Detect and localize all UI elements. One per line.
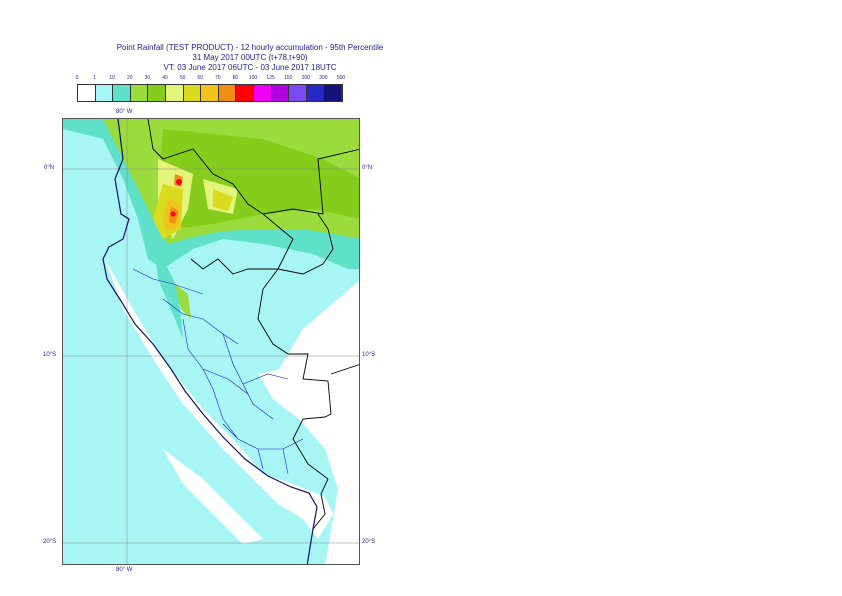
rain-50-60-area-2	[213, 189, 233, 211]
no-rain-offshore-1	[163, 449, 263, 544]
legend-label: 20	[127, 75, 133, 81]
legend-label: 50	[179, 75, 186, 81]
legend-label: 150	[284, 75, 293, 81]
legend-swatch	[165, 85, 184, 101]
rain-10-20-andes	[153, 239, 183, 339]
legend-swatch	[148, 85, 166, 101]
legend-swatch	[201, 85, 219, 101]
rain-80-100-peak	[176, 179, 182, 185]
legend-label: 40	[162, 75, 168, 81]
lat-label-10s-left: 10°S	[43, 352, 57, 358]
legend-swatch	[271, 85, 290, 101]
lon-label-top: 80° W	[116, 109, 133, 115]
legend-label: 100	[248, 75, 258, 81]
legend-labels: 0 1 10 20 30 40 50 60 70 80 100 125 150 200 300 500	[75, 75, 357, 83]
legend-label: 125	[266, 75, 275, 81]
legend-swatch	[324, 85, 342, 101]
legend-swatch	[78, 85, 96, 101]
lat-label-10s-right: 10°S	[362, 352, 376, 358]
lat-label-20s-right: 20°S	[362, 539, 376, 545]
legend-swatch	[113, 85, 131, 101]
legend-swatch	[218, 85, 237, 101]
coastline	[102, 119, 318, 564]
no-rain-coastal-strip	[105, 259, 333, 539]
color-legend	[77, 84, 343, 102]
legend-label: 200	[301, 75, 310, 81]
rainfall-map	[62, 118, 360, 565]
legend-swatch	[306, 85, 325, 101]
map-svg	[63, 119, 359, 564]
legend-label: 0	[75, 75, 79, 81]
country-borders	[147, 119, 359, 530]
legend-swatch	[236, 85, 254, 101]
lat-label-20s-left: 20°S	[43, 539, 57, 545]
lon-label-bottom: 80° W	[116, 567, 133, 573]
legend-swatch	[289, 85, 307, 101]
legend-swatch	[130, 85, 149, 101]
rain-80-100-peak-2	[170, 211, 176, 217]
title-line-3: VT: 03 June 2017 06UTC - 03 June 2017 18…	[163, 63, 337, 72]
legend-label: 500	[336, 75, 346, 81]
legend-swatch	[95, 85, 114, 101]
legend-swatch	[253, 85, 272, 101]
title-line-1: Point Rainfall (TEST PRODUCT) - 12 hourl…	[116, 43, 384, 52]
legend-label: 70	[215, 75, 221, 81]
rain-20-30-strip	[175, 284, 191, 319]
legend-label: 300	[319, 75, 328, 81]
legend-label: 30	[144, 75, 151, 81]
legend-swatch	[183, 85, 202, 101]
legend-label: 60	[197, 75, 203, 81]
lat-label-0-left: 0°N	[44, 165, 55, 171]
no-rain-inland-1	[258, 364, 331, 419]
lat-label-0-right: 0°N	[362, 165, 373, 171]
title-line-2: 31 May 2017 00UTC (t+78,t+90)	[192, 53, 308, 62]
legend-label: 10	[109, 75, 115, 81]
legend-label: 1	[93, 75, 96, 81]
legend-label: 80	[232, 75, 239, 81]
regional-borders	[132, 268, 304, 475]
